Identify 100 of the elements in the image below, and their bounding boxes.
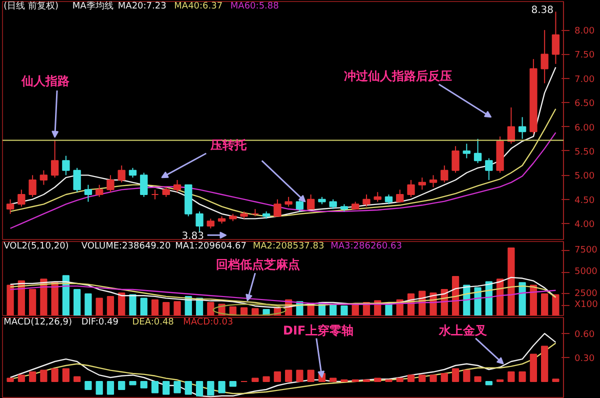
bar: [252, 378, 259, 382]
candlestick: [173, 180, 182, 193]
bar: [330, 304, 337, 316]
candlestick: [40, 170, 48, 186]
annotation: 回档低点芝麻点: [216, 257, 300, 272]
bar: [96, 381, 103, 395]
bar: [51, 368, 58, 382]
annotation: MA3:286260.63: [330, 242, 402, 252]
candlestick: [206, 218, 214, 229]
candlestick: [118, 164, 126, 183]
candlestick: [384, 194, 393, 205]
bar: [62, 368, 70, 382]
candlestick: [106, 174, 114, 193]
candlestick: [62, 155, 70, 176]
bar: [508, 247, 515, 316]
bar: [151, 299, 159, 316]
bar: [162, 302, 170, 316]
y-tick-label: 7500: [574, 246, 598, 256]
candlestick: [362, 194, 370, 208]
candlestick: [418, 177, 426, 190]
bar: [174, 381, 181, 394]
line-series: [10, 276, 556, 308]
candlestick: [552, 11, 560, 64]
bar: [530, 284, 538, 316]
candlestick: [284, 196, 292, 208]
candlestick: [429, 174, 438, 188]
annotation: 仙人指路: [20, 74, 70, 88]
bar: [541, 293, 548, 316]
y-tick-label: 0.60: [574, 330, 595, 340]
bar: [296, 370, 304, 382]
bar: [430, 374, 437, 382]
candlestick: [128, 167, 137, 178]
bar: [140, 381, 148, 388]
candlestick: [151, 189, 159, 200]
y-tick-label: 0.30: [574, 354, 595, 364]
chart-title: MACD(12,26,9): [4, 318, 72, 328]
y-tick-label: 4.50: [574, 196, 595, 206]
candlestick: [374, 192, 382, 202]
bar: [285, 370, 292, 382]
y-tick-label: 7.00: [574, 74, 595, 85]
bar: [106, 381, 114, 395]
bar: [174, 301, 181, 316]
candlestick: [196, 210, 204, 232]
annotation: 压转托: [210, 138, 248, 152]
candlestick: [306, 194, 315, 210]
bar: [508, 371, 515, 382]
bar: [474, 376, 482, 382]
bar: [96, 298, 103, 316]
candlestick: [518, 116, 526, 140]
bar: [162, 381, 170, 395]
bar: [118, 292, 126, 316]
bar: [396, 378, 404, 382]
bar: [307, 370, 314, 382]
candlestick: [452, 146, 460, 174]
candlestick: [329, 198, 337, 210]
y-tick-label: 8.00: [574, 26, 595, 37]
annotation: MA1:209604.67: [175, 242, 247, 252]
bar: [229, 381, 236, 387]
bar: [151, 381, 159, 394]
y-tick-label: 5.00: [574, 172, 595, 182]
bar: [84, 381, 92, 390]
candlestick: [440, 164, 448, 183]
chart-title: VOL2(5,10,20): [4, 242, 69, 252]
candlestick: [274, 198, 282, 217]
line-series: [10, 132, 556, 229]
bar: [452, 368, 460, 382]
candlestick: [251, 208, 260, 217]
bar: [140, 298, 148, 316]
bar: [118, 381, 126, 390]
y-tick-label: 5.50: [574, 147, 595, 158]
annotation: DIF上穿零轴: [283, 323, 354, 338]
candlestick: [73, 167, 81, 193]
bar: [129, 381, 136, 386]
bar: [74, 376, 81, 382]
candlestick: [474, 138, 482, 164]
bar: [252, 308, 259, 316]
bar: [340, 305, 348, 316]
bar: [240, 307, 248, 316]
candlestick: [462, 143, 470, 159]
y-tick-label: X100: [574, 300, 598, 310]
candlestick: [162, 186, 170, 198]
candlestick: [84, 184, 92, 202]
bar: [62, 275, 70, 316]
bar: [552, 378, 560, 382]
bar: [207, 302, 214, 316]
bar: [28, 289, 36, 316]
annotation: 8.38: [531, 5, 554, 16]
y-tick-label: 6.50: [574, 99, 595, 110]
text: MA60:5.88: [230, 2, 280, 12]
bar: [106, 296, 114, 316]
bar: [440, 373, 448, 382]
annotation: VOLUME:238649.20: [81, 242, 171, 252]
bar: [485, 381, 492, 386]
y-tick-label: 6.00: [574, 123, 595, 134]
bar: [28, 371, 36, 382]
candlestick: [6, 198, 14, 214]
text: DIF:0.49: [81, 318, 119, 328]
bar: [262, 376, 270, 382]
bar: [530, 354, 538, 382]
text: MACD:0.03: [183, 318, 234, 328]
